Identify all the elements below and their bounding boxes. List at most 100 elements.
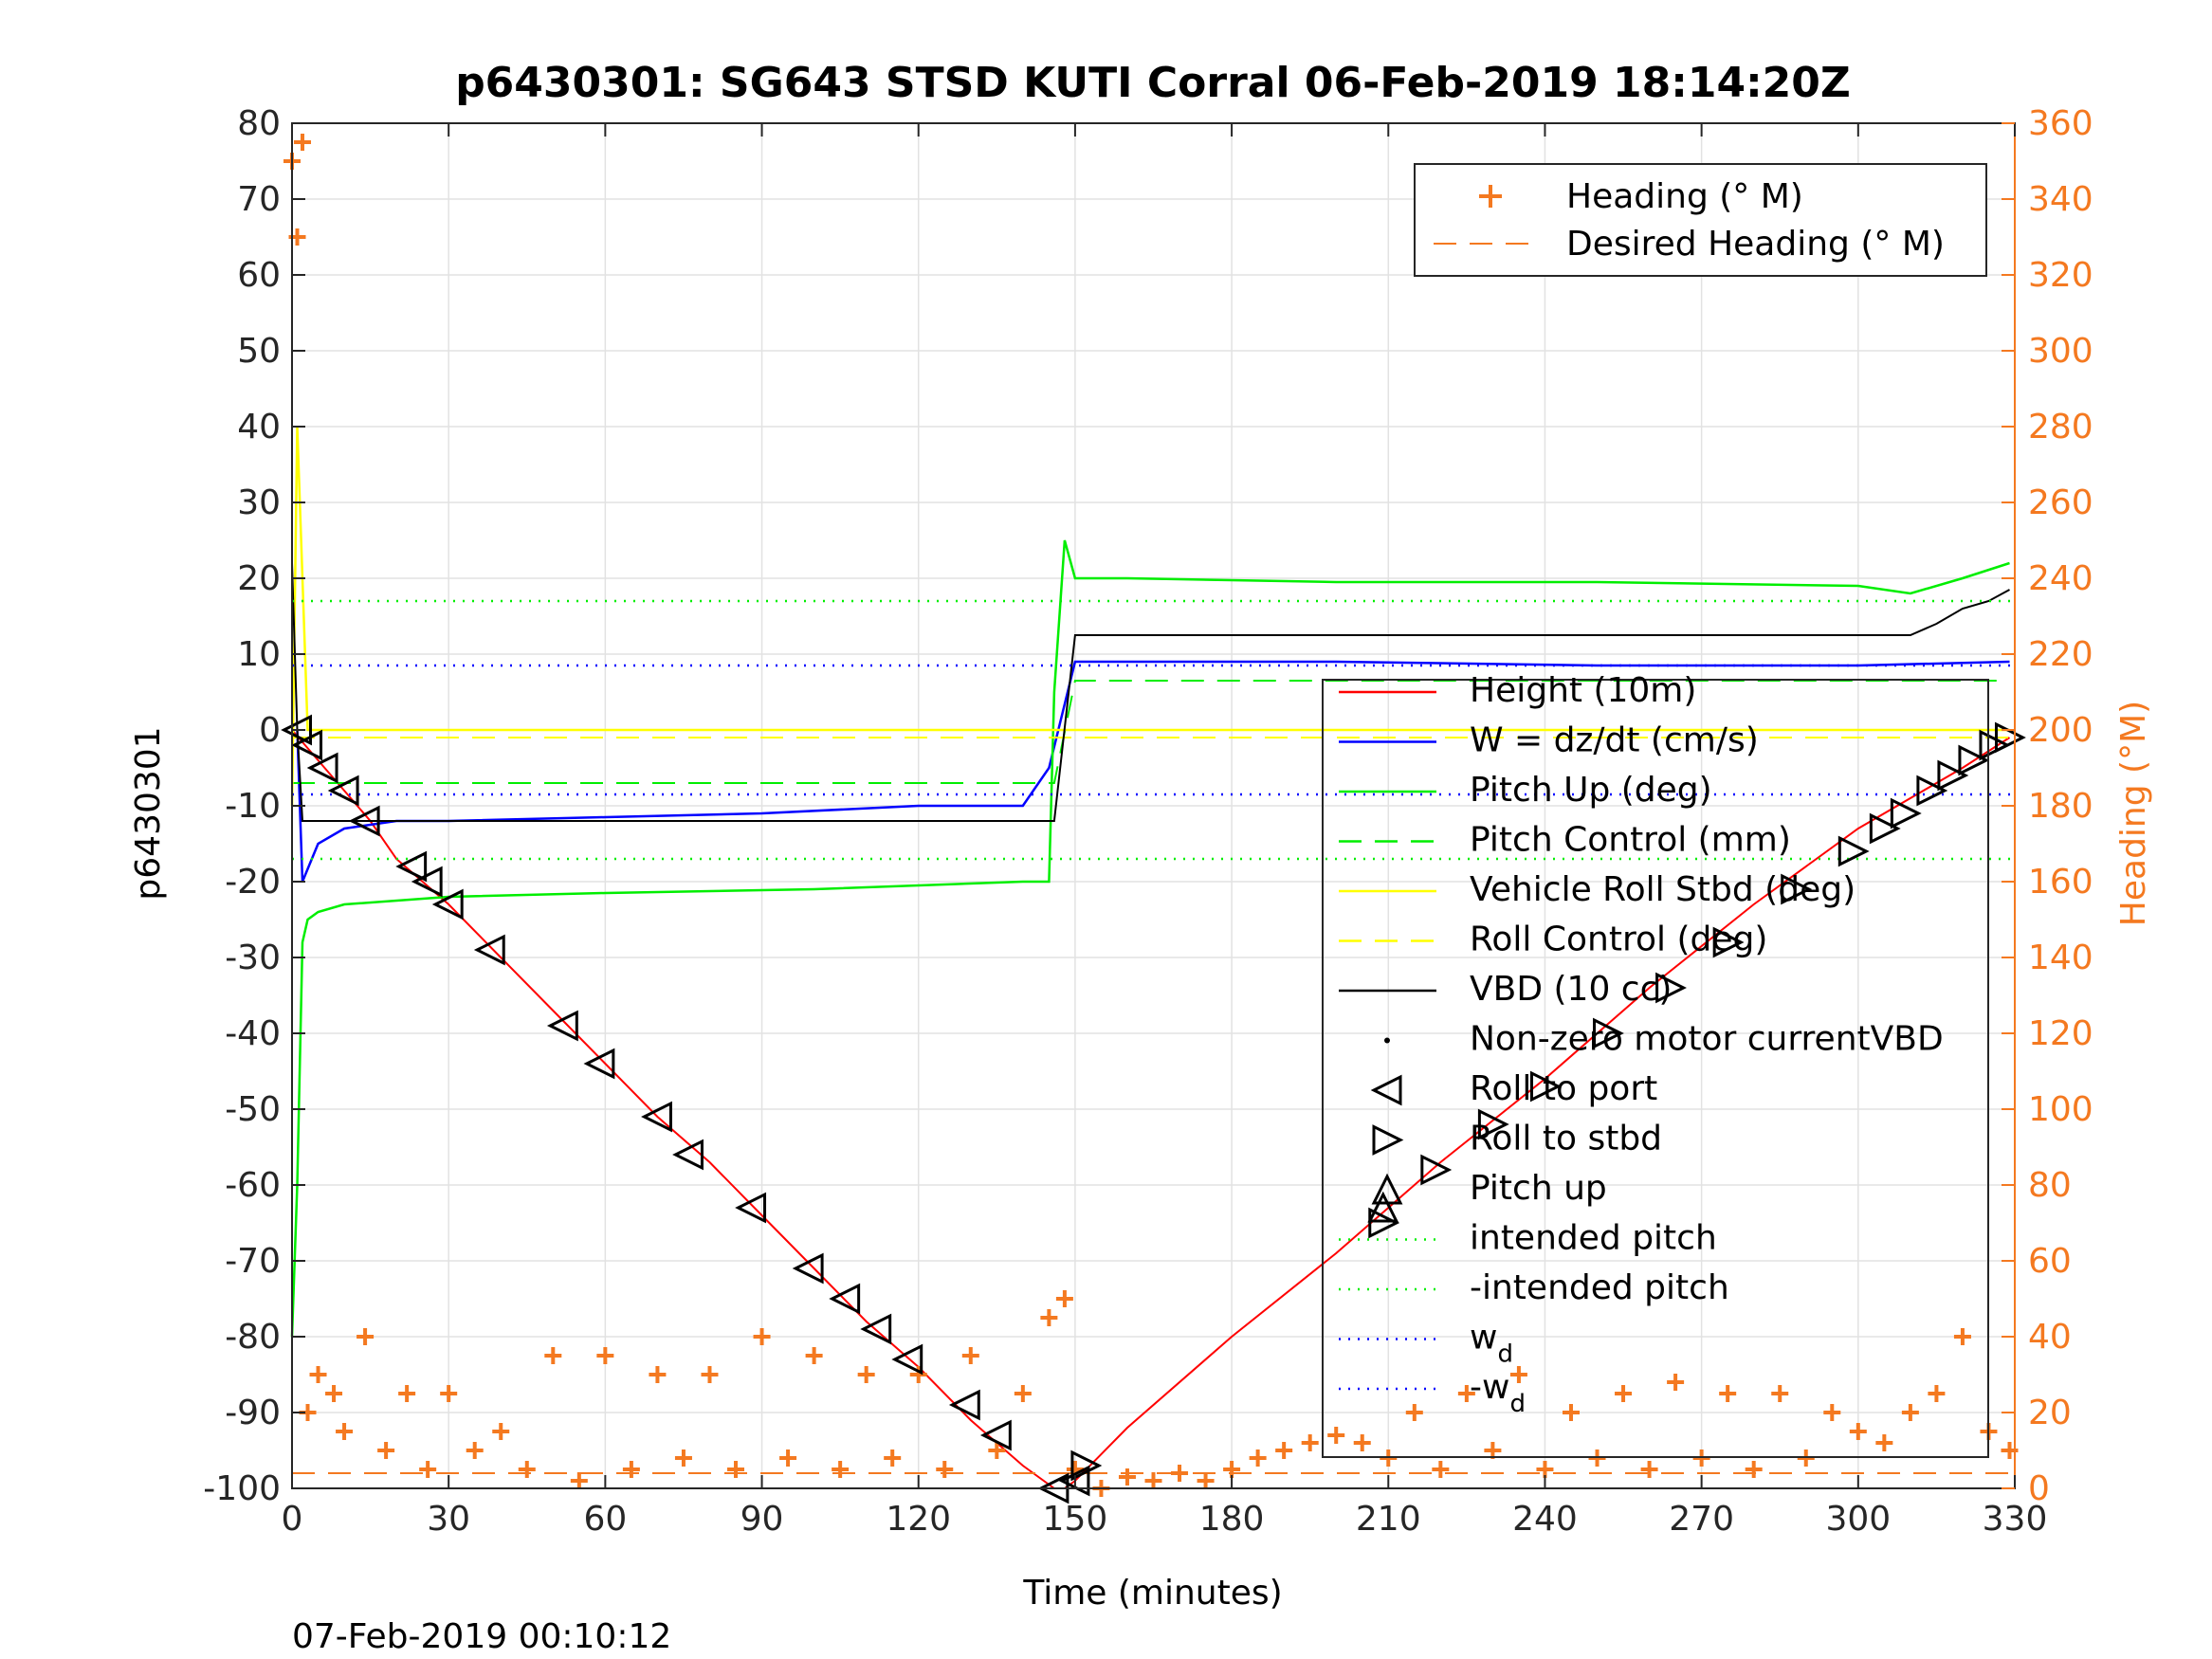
y2-tick-label: 300	[2028, 332, 2093, 371]
heading-point	[518, 1461, 536, 1478]
x-tick-label: 0	[282, 1500, 303, 1539]
roll-to-stbd-marker	[1593, 1017, 1624, 1049]
y2-tick-label: 100	[2028, 1090, 2093, 1129]
y2-tick-label: 280	[2028, 408, 2093, 447]
heading-point	[1615, 1385, 1633, 1402]
roll-to-stbd-marker	[1655, 972, 1687, 1004]
legend-entry: Roll to port	[1470, 1069, 1657, 1108]
roll-to-stbd-marker	[1712, 926, 1745, 958]
y-tick-label: 30	[237, 483, 281, 522]
legend-heading-frame	[1414, 163, 1987, 277]
roll-to-port-marker	[291, 729, 323, 761]
x-tick-label: 240	[1512, 1500, 1578, 1539]
heading-point	[779, 1449, 797, 1467]
y2-tick-label: 60	[2028, 1242, 2072, 1281]
x-tick-label: 120	[886, 1500, 951, 1539]
y2-tick-label: 80	[2028, 1166, 2072, 1205]
heading-point	[325, 1385, 343, 1402]
heading-point	[309, 1366, 327, 1383]
roll-to-stbd-marker	[1477, 1108, 1509, 1140]
heading-point	[753, 1328, 771, 1345]
y2-tick-label: 340	[2028, 180, 2093, 219]
heading-point	[727, 1461, 745, 1478]
legend-swatch-triangle	[1370, 1074, 1402, 1106]
roll-to-port-marker	[979, 1419, 1012, 1451]
heading-point	[336, 1423, 354, 1440]
legend-swatch-triangle	[1372, 1124, 1404, 1156]
series-line-2	[290, 539, 2010, 1338]
roll-to-stbd-marker	[1529, 1070, 1562, 1103]
roll-to-port-marker	[735, 1192, 767, 1224]
roll-to-port-marker	[546, 1010, 578, 1042]
heading-point	[1014, 1385, 1032, 1402]
y2-tick-label: 220	[2028, 635, 2093, 674]
legend-entry: Pitch Up (deg)	[1470, 771, 1712, 810]
x-tick-label: 330	[1983, 1500, 2048, 1539]
roll-to-port-marker	[348, 805, 380, 837]
x-tick-label: 210	[1356, 1500, 1421, 1539]
y-tick-label: -70	[225, 1242, 281, 1281]
y2-tick-label: 0	[2028, 1469, 2050, 1508]
heading-point	[1432, 1461, 1450, 1478]
heading-point	[398, 1385, 416, 1402]
legend-subscript: d	[1509, 1390, 1526, 1418]
roll-to-stbd-marker	[1070, 1449, 1103, 1482]
legend-entry: Height (10m)	[1470, 671, 1696, 710]
y-tick-label: 0	[259, 711, 281, 750]
heading-point	[1901, 1404, 1919, 1421]
heading-point	[1719, 1385, 1737, 1402]
roll-to-stbd-marker	[1890, 797, 1922, 830]
y2-tick-label: 140	[2028, 939, 2093, 977]
footer-timestamp: 07-Feb-2019 00:10:12	[292, 1617, 671, 1656]
heading-point	[832, 1461, 850, 1478]
heading-point	[884, 1449, 902, 1467]
roll-to-stbd-marker	[1958, 744, 1990, 776]
legend-entry: W = dz/dt (cm/s)	[1470, 721, 1759, 760]
y-tick-label: -100	[203, 1469, 281, 1508]
y-tick-label: 60	[237, 256, 281, 295]
y2-tick-label: 120	[2028, 1014, 2093, 1053]
y-tick-label: -60	[225, 1166, 281, 1205]
y2-tick-label: 180	[2028, 787, 2093, 826]
heading-point	[596, 1347, 614, 1364]
roll-to-port-marker	[411, 866, 443, 898]
legend-heading-entry: Desired Heading (° M)	[1566, 225, 1945, 264]
roll-to-stbd-marker	[1368, 1207, 1400, 1239]
chart-title: p6430301: SG643 STSD KUTI Corral 06-Feb-…	[455, 59, 1851, 107]
legend-main: Height (10m) W = dz/dt (cm/s) Pitch Up (de…	[1322, 671, 1989, 1458]
y-tick-label: 70	[237, 180, 281, 219]
heading-point	[492, 1423, 510, 1440]
legend-heading: Heading (° M) Desired Heading (° M)	[1414, 163, 1987, 277]
y-tick-label: -80	[225, 1318, 281, 1357]
legend-entry: Pitch up	[1470, 1169, 1607, 1208]
heading-point	[1640, 1461, 1658, 1478]
roll-to-port-marker	[327, 775, 359, 807]
roll-to-stbd-marker	[1979, 729, 2011, 761]
legend-entry: Roll Control (deg)	[1470, 921, 1767, 959]
y-tick-label: -40	[225, 1014, 281, 1053]
legend-main-frame	[1322, 679, 1989, 1458]
heading-point	[805, 1347, 823, 1364]
y2-tick-label: 240	[2028, 559, 2093, 598]
x-axis-label: Time (minutes)	[1022, 1574, 1282, 1613]
y-axis-label: p6430301	[129, 726, 168, 900]
y-tick-label: 80	[237, 104, 281, 143]
heading-point	[1745, 1461, 1763, 1478]
heading-point	[440, 1385, 458, 1402]
heading-point	[936, 1461, 954, 1478]
roll-to-port-marker	[672, 1139, 704, 1171]
y-tick-label: 40	[237, 408, 281, 447]
grid	[291, 122, 2016, 1489]
heading-point	[544, 1347, 562, 1364]
y2-tick-label: 200	[2028, 711, 2093, 750]
heading-point	[1197, 1472, 1215, 1489]
y2-tick-label: 320	[2028, 256, 2093, 295]
x-tick-label: 270	[1669, 1500, 1734, 1539]
x-tick-label: 60	[583, 1500, 627, 1539]
heading-point	[1405, 1404, 1423, 1421]
roll-to-port-marker	[473, 934, 505, 966]
heading-point	[1249, 1449, 1267, 1467]
heading-point	[1327, 1427, 1345, 1444]
heading-point	[857, 1366, 875, 1383]
roll-to-stbd-marker	[1837, 835, 1870, 867]
